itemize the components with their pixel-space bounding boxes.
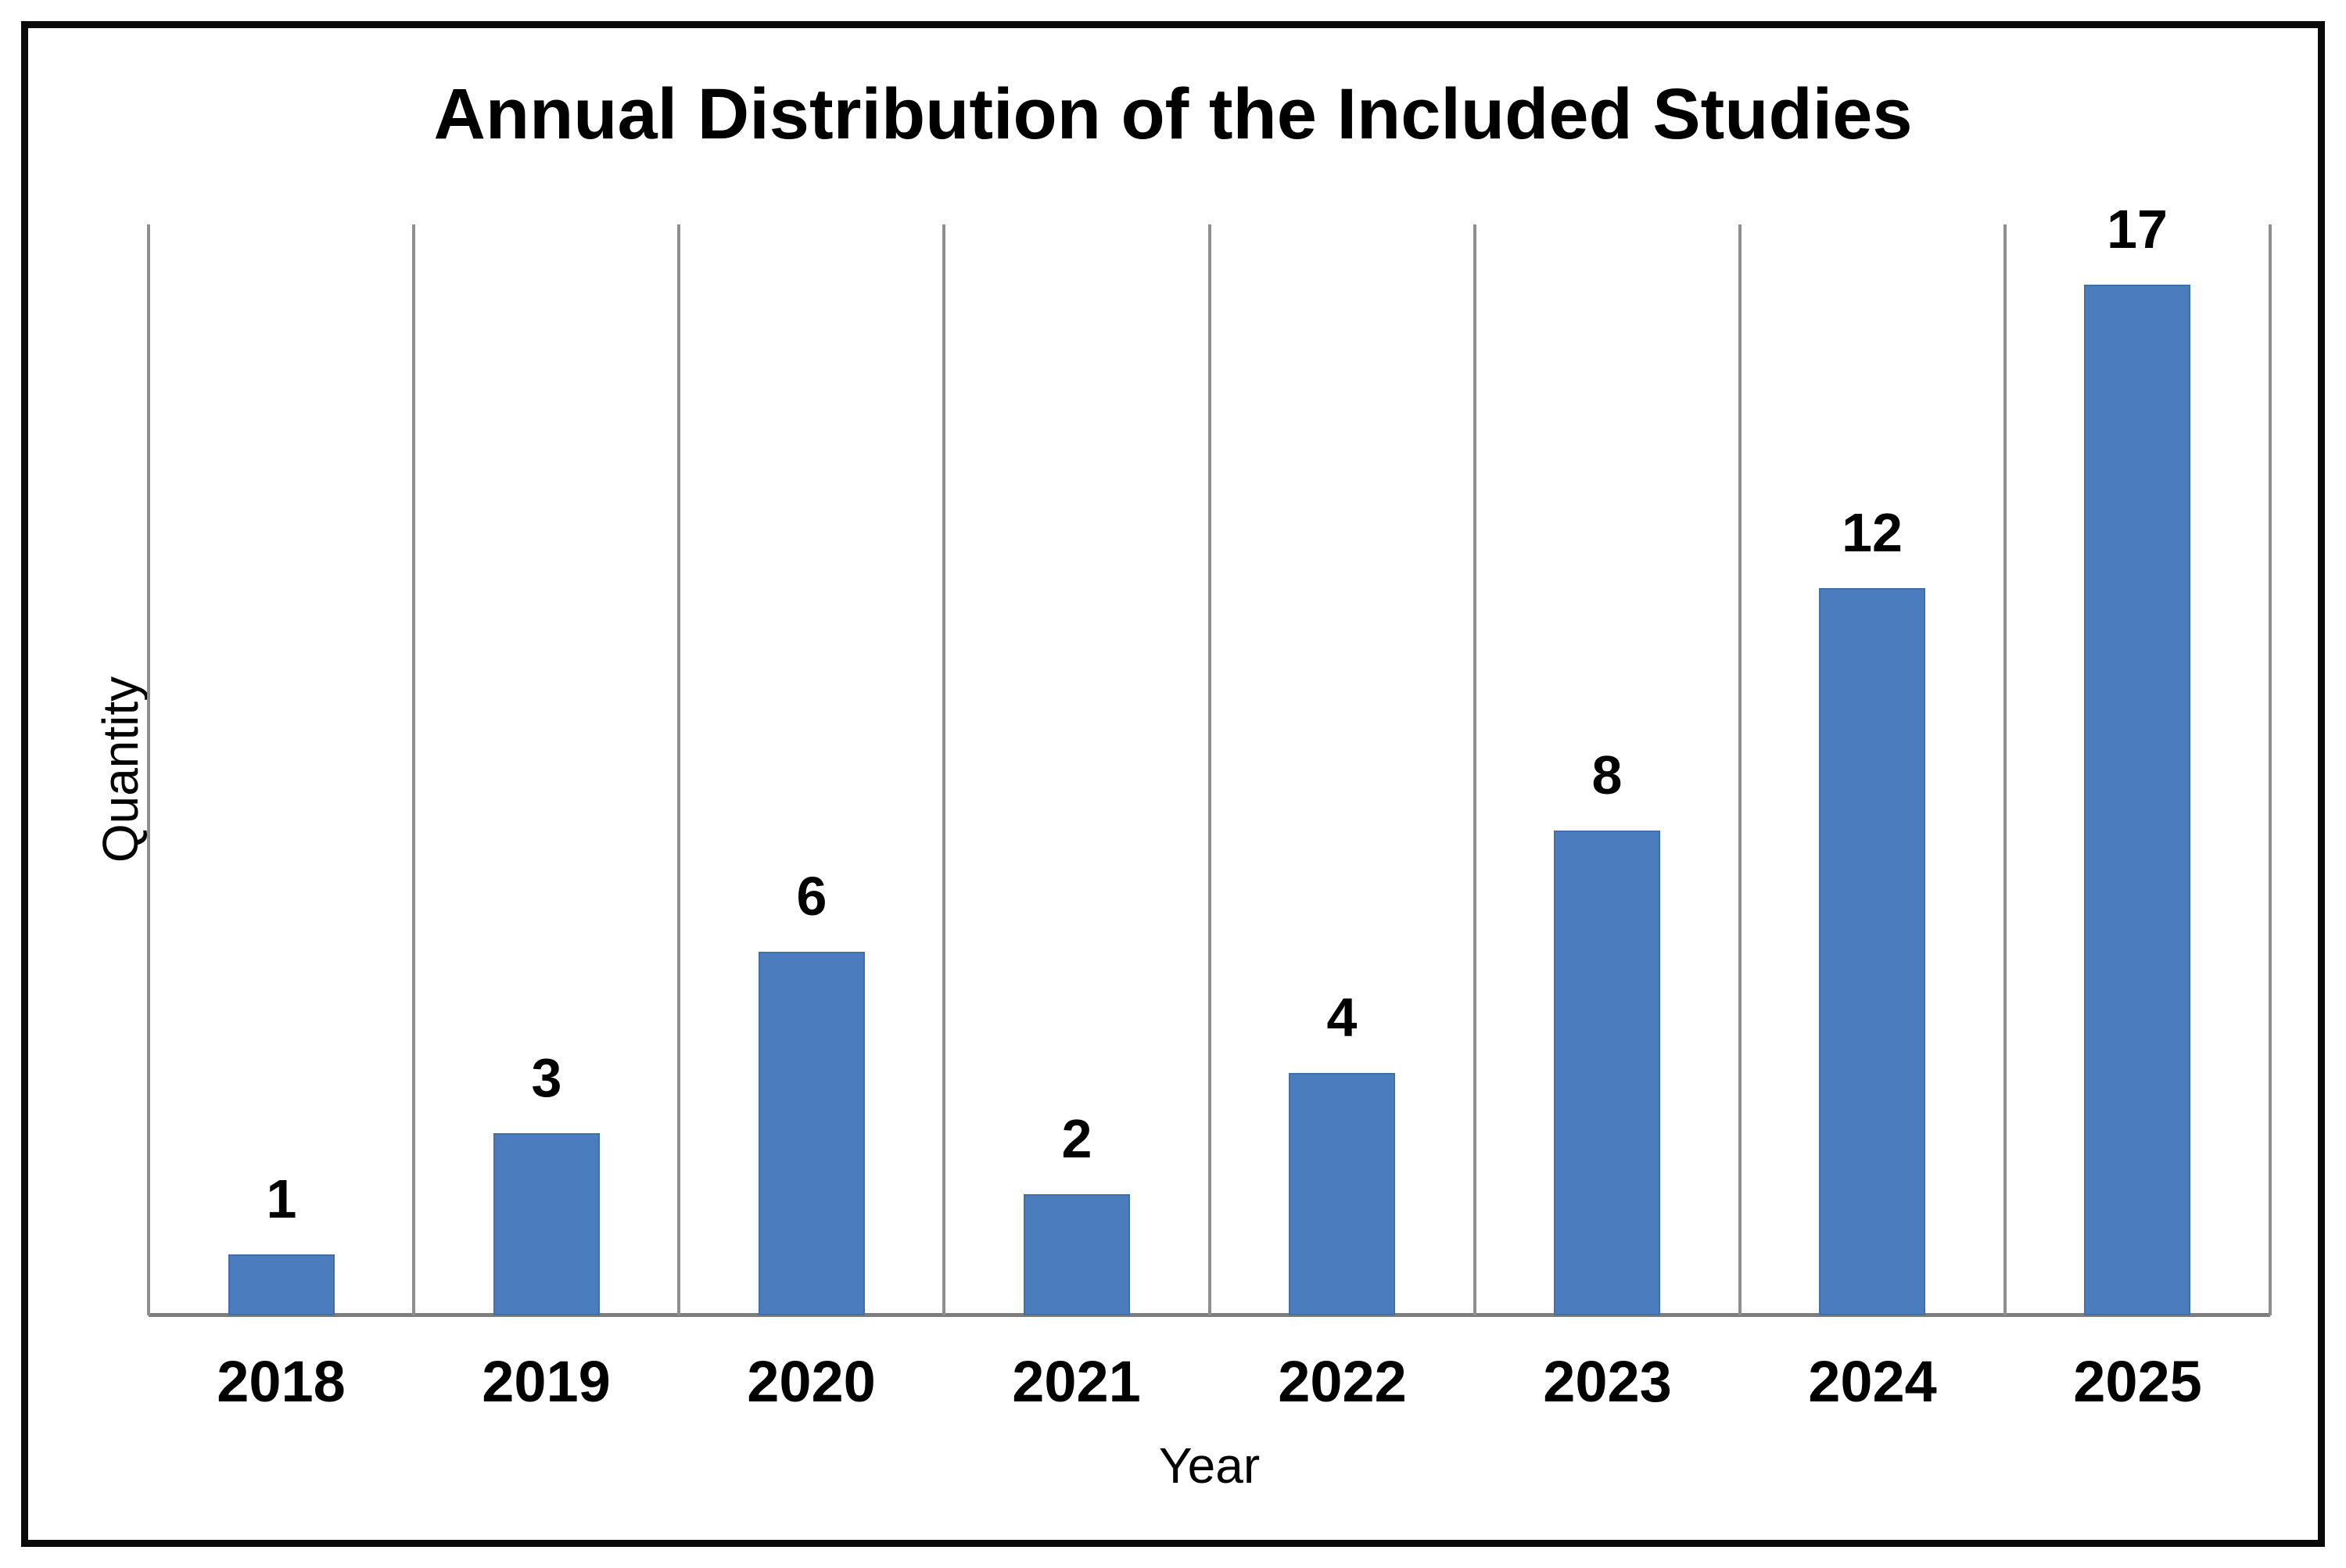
bar-value-label: 8 bbox=[1591, 745, 1623, 806]
bar-value-label: 1 bbox=[266, 1168, 297, 1229]
bar-2023 bbox=[1554, 831, 1660, 1315]
bar-2021 bbox=[1024, 1194, 1130, 1315]
bar-2019 bbox=[493, 1133, 600, 1315]
x-axis-title: Year bbox=[1158, 1437, 1261, 1494]
category-gridline bbox=[147, 224, 150, 1315]
x-tick-label-2020: 2020 bbox=[747, 1349, 876, 1414]
category-gridline bbox=[2269, 224, 2272, 1315]
y-axis-title: Quantity bbox=[92, 676, 149, 863]
bar-2018 bbox=[228, 1254, 335, 1315]
bar-value-label: 12 bbox=[1842, 502, 1903, 563]
bar-2024 bbox=[1819, 588, 1925, 1315]
bar-2022 bbox=[1289, 1073, 1395, 1315]
x-tick-label-2025: 2025 bbox=[2073, 1349, 2202, 1414]
x-tick-label-2018: 2018 bbox=[217, 1349, 346, 1414]
bar-2020 bbox=[759, 952, 865, 1315]
chart-title: Annual Distribution of the Included Stud… bbox=[433, 74, 1913, 154]
category-gridline bbox=[677, 224, 681, 1315]
bar-value-label: 17 bbox=[2107, 199, 2168, 260]
category-gridline bbox=[1473, 224, 1476, 1315]
category-gridline bbox=[1207, 224, 1211, 1315]
x-tick-label-2022: 2022 bbox=[1278, 1349, 1407, 1414]
category-gridline bbox=[942, 224, 946, 1315]
x-tick-label-2024: 2024 bbox=[1808, 1349, 1937, 1414]
figure-frame bbox=[21, 21, 2325, 1547]
x-tick-label-2021: 2021 bbox=[1012, 1349, 1141, 1414]
bar-value-label: 6 bbox=[796, 866, 827, 927]
category-gridline bbox=[2003, 224, 2007, 1315]
bar-value-label: 3 bbox=[531, 1047, 562, 1108]
x-tick-label-2019: 2019 bbox=[482, 1349, 611, 1414]
x-tick-label-2023: 2023 bbox=[1543, 1349, 1672, 1414]
category-gridline bbox=[412, 224, 416, 1315]
bar-2025 bbox=[2084, 285, 2190, 1315]
bar-value-label: 2 bbox=[1061, 1108, 1092, 1169]
category-gridline bbox=[1738, 224, 1742, 1315]
bar-value-label: 4 bbox=[1326, 987, 1358, 1048]
plot-area: 1 3 6 2 4 8 12 17 bbox=[147, 202, 2272, 1317]
